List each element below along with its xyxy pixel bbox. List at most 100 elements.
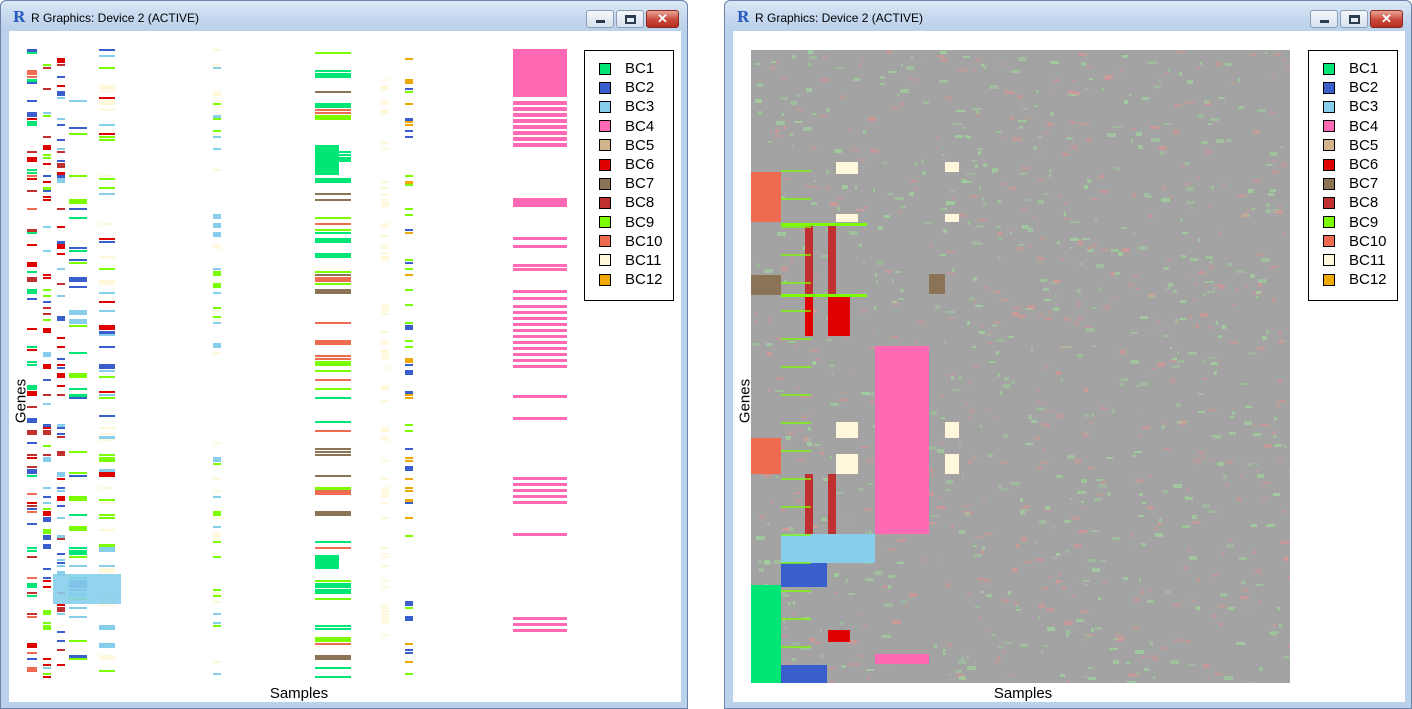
heatmap-cell (1130, 332, 1138, 334)
heatmap-cell (812, 361, 816, 365)
heatmap-cell (791, 642, 799, 645)
maximize-button[interactable] (616, 10, 644, 28)
heatmap-cell (807, 442, 812, 446)
heatmap-cell (1018, 57, 1026, 61)
close-button[interactable]: ✕ (1370, 10, 1403, 28)
heatmap-cell (381, 340, 389, 345)
heatmap-cell (1274, 417, 1277, 420)
heatmap-cell (43, 289, 51, 291)
heatmap-cell (513, 101, 567, 105)
heatmap-cell (43, 295, 51, 297)
heatmap-cell (27, 475, 37, 477)
heatmap-cell (513, 198, 567, 207)
heatmap-cell (1175, 321, 1179, 323)
heatmap-cell (940, 59, 948, 62)
heatmap-cell (1100, 249, 1108, 251)
heatmap-cell (381, 310, 389, 312)
heatmap-cell (1129, 94, 1131, 96)
heatmap-cell (1085, 639, 1087, 641)
heatmap-cell (27, 508, 37, 510)
heatmap-cell (27, 178, 37, 180)
heatmap-cell (884, 603, 893, 607)
heatmap-cell (99, 109, 115, 111)
heatmap-cell (513, 501, 567, 504)
heatmap-cell (805, 294, 813, 336)
heatmap-cell (1187, 80, 1193, 84)
heatmap-cell (1209, 409, 1217, 411)
heatmap-cell (1248, 189, 1254, 193)
heatmap-cell (803, 185, 812, 187)
close-button[interactable]: ✕ (646, 10, 679, 28)
heatmap-cell (213, 526, 221, 528)
heatmap-cell (315, 541, 351, 543)
heatmap-cell (979, 219, 986, 221)
heatmap-cell (826, 108, 830, 112)
heatmap-cell (993, 321, 1001, 323)
legend-label: BC2 (1349, 79, 1379, 97)
heatmap-cell (27, 151, 37, 153)
legend-item: BC8 (1323, 193, 1397, 212)
title-bar[interactable]: R R Graphics: Device 2 (ACTIVE) ✕ (725, 1, 1411, 31)
heatmap-cell (381, 604, 389, 606)
legend-item: BC2 (599, 78, 673, 97)
heatmap-cell (1055, 295, 1057, 298)
heatmap-cell (1184, 162, 1190, 165)
minimize-button[interactable] (1310, 10, 1338, 28)
heatmap-cell (776, 476, 778, 478)
heatmap-cell (1256, 291, 1261, 294)
heatmap-cell (922, 57, 924, 59)
heatmap-cell (917, 320, 924, 324)
heatmap-cell (99, 565, 115, 567)
heatmap-cell (755, 321, 758, 324)
heatmap-cell (405, 391, 413, 396)
heatmap-cell (1148, 474, 1151, 478)
heatmap-cell (1192, 515, 1197, 519)
heatmap-cell (99, 91, 115, 93)
heatmap-cell (929, 446, 936, 450)
heatmap-cell (1173, 129, 1179, 133)
heatmap-cell (1110, 297, 1119, 299)
heatmap-cell (213, 64, 221, 66)
heatmap-cell (405, 601, 413, 606)
heatmap-cell (213, 268, 221, 270)
maximize-button[interactable] (1340, 10, 1368, 28)
heatmap-cell (405, 79, 413, 84)
heatmap-cell (1009, 187, 1016, 190)
heatmap-cell (897, 539, 906, 542)
heatmap-cell (405, 274, 413, 276)
title-bar[interactable]: R R Graphics: Device 2 (ACTIVE) ✕ (1, 1, 687, 31)
heatmap-cell (43, 508, 51, 510)
heatmap-cell (982, 198, 984, 200)
heatmap-cell (315, 667, 351, 669)
heatmap-cell (315, 430, 351, 432)
heatmap-cell (27, 652, 37, 654)
heatmap-cell (405, 466, 413, 471)
heatmap-cell (1106, 457, 1113, 459)
legend-swatch (599, 120, 611, 133)
heatmap-cell (870, 149, 879, 153)
heatmap-cell (1202, 504, 1210, 508)
heatmap-cell (848, 593, 855, 595)
heatmap-cell (1086, 66, 1093, 68)
heatmap-cell (752, 343, 760, 346)
minimize-button[interactable] (586, 10, 614, 28)
window-title: R Graphics: Device 2 (ACTIVE) (755, 11, 924, 25)
heatmap-cell (99, 544, 115, 549)
heatmap-cell (977, 225, 984, 228)
heatmap-cell (814, 525, 818, 528)
heatmap-cell (1238, 106, 1244, 109)
heatmap-cell (27, 406, 37, 408)
heatmap-cell (900, 206, 906, 208)
heatmap-cell (1019, 173, 1027, 175)
heatmap-cell (27, 70, 37, 75)
heatmap-cell (1257, 109, 1266, 112)
heatmap-cell (213, 352, 221, 354)
heatmap-cell (1025, 443, 1033, 445)
heatmap-cell (213, 118, 221, 120)
heatmap-cell (57, 451, 65, 456)
heatmap-cell (847, 663, 856, 666)
heatmap-cell (513, 417, 567, 420)
heatmap-cell (872, 329, 874, 331)
heatmap-cell (1119, 350, 1126, 354)
heatmap-cell (1060, 258, 1065, 260)
